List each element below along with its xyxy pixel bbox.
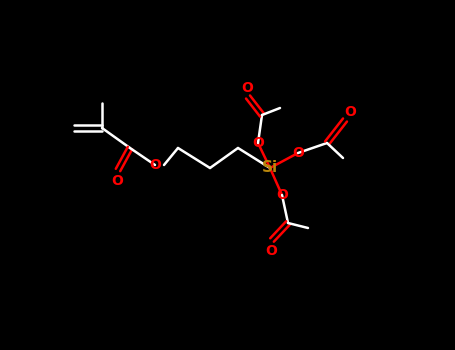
Text: O: O bbox=[276, 188, 288, 202]
Text: O: O bbox=[265, 244, 277, 258]
Text: O: O bbox=[344, 105, 356, 119]
Text: O: O bbox=[252, 136, 264, 150]
Text: Si: Si bbox=[262, 161, 278, 175]
Text: O: O bbox=[292, 146, 304, 160]
Text: O: O bbox=[149, 158, 161, 172]
Text: O: O bbox=[111, 174, 123, 188]
Text: O: O bbox=[241, 81, 253, 95]
